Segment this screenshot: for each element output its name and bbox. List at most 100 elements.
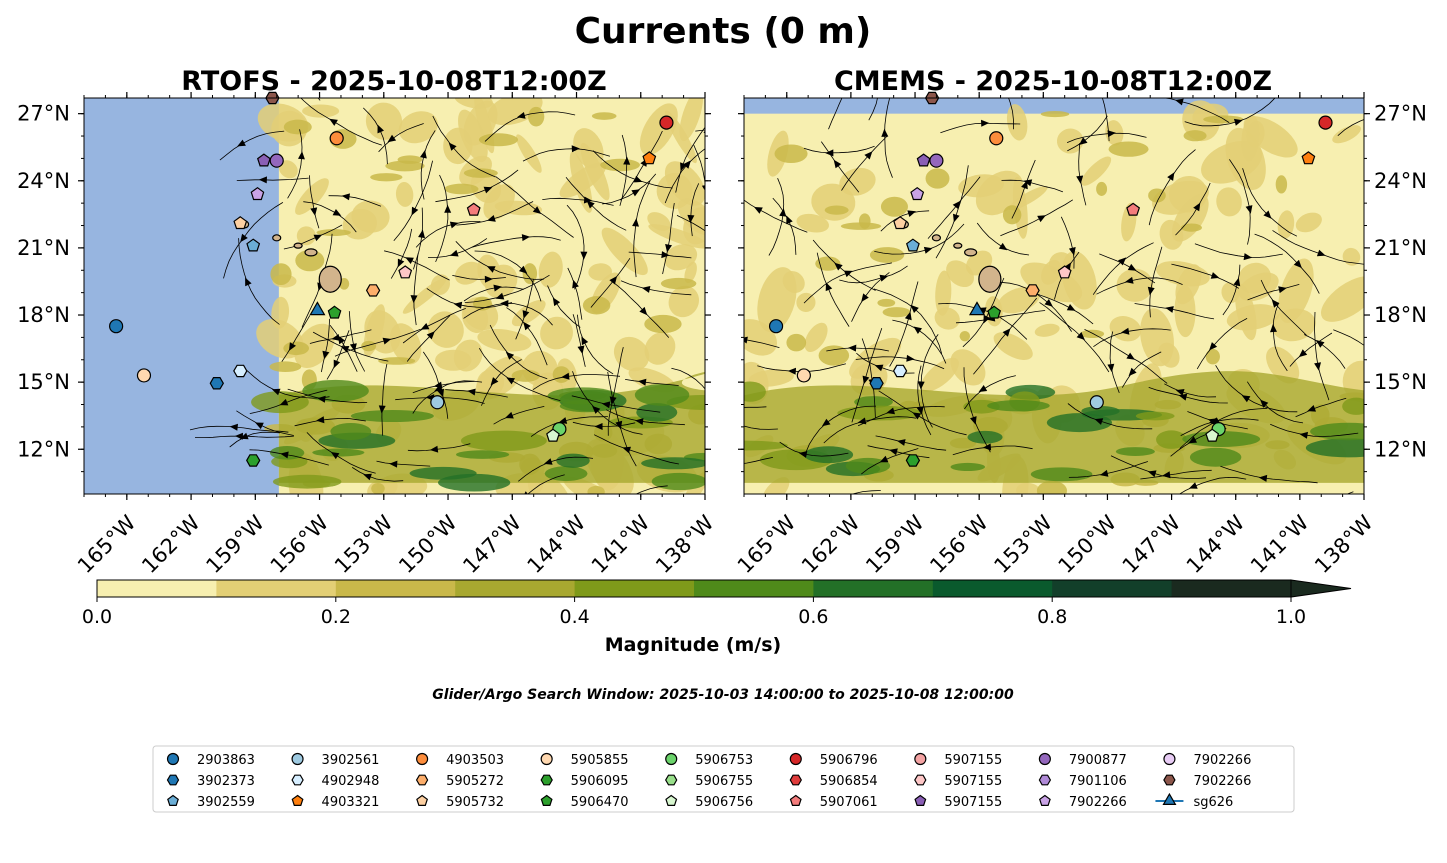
colorbar-segment (574, 580, 695, 597)
legend-marker (540, 794, 553, 807)
legend-marker (416, 794, 429, 807)
legend-marker (415, 774, 429, 786)
panel-rtofs: RTOFS - 2025-10-08T12:00Z 165°W162°W159°W… (17, 66, 719, 578)
legend-item: 7902266 (1163, 752, 1251, 768)
legend-label: 5906854 (820, 774, 878, 789)
panel-title: CMEMS - 2025-10-08T12:00Z (834, 66, 1272, 97)
marker-3902373 (209, 377, 224, 390)
streamlines (744, 98, 1364, 494)
x-tick-label: 165°W (73, 510, 141, 578)
marker-5905855 (796, 368, 811, 383)
marker-5905272 (365, 284, 381, 297)
marker-3902561 (430, 395, 445, 410)
y-tick-label: 15°N (17, 370, 70, 394)
x-tick-label: 162°W (797, 510, 865, 578)
x-tick-label: 156°W (925, 510, 993, 578)
legend-label: 5905855 (571, 753, 629, 768)
legend-label: 7902266 (1069, 795, 1127, 810)
legend-item: 5906755 (665, 774, 753, 789)
marker-5905732 (893, 216, 908, 230)
map-frame (743, 97, 1365, 495)
legend-item: 7901106 (1038, 774, 1127, 789)
y-ticks: 27°N 24°N 21°N 18°N 15°N 12°N (17, 102, 711, 473)
legend-item: 5907155 (914, 752, 1002, 768)
legend-item: 5905272 (415, 774, 504, 789)
legend-item: 5905855 (540, 752, 629, 768)
marker-7900877 (929, 153, 944, 168)
x-tick-label: 150°W (1054, 510, 1122, 578)
y-tick-label: 18°N (1374, 303, 1427, 327)
marker-4903503 (329, 131, 344, 146)
legend-label: 7900877 (1069, 753, 1127, 768)
legend-marker (665, 794, 678, 807)
colorbar-segment (216, 580, 337, 597)
legend: 2903863 3902373 3902559 3902561 4902948 49033… (152, 745, 1295, 813)
x-tick-label: 159°W (861, 510, 929, 578)
marker-5907155 (256, 153, 271, 167)
marker-2903863 (109, 319, 124, 334)
legend-label: 5906756 (695, 795, 753, 810)
colorbar-label: Magnitude (m/s) (605, 634, 782, 656)
legend-item: 4903321 (291, 794, 380, 810)
x-tick-label: 141°W (587, 510, 655, 578)
panel-title: RTOFS - 2025-10-08T12:00Z (181, 66, 607, 97)
legend-item: 5906854 (789, 774, 878, 789)
marker-5905732 (233, 216, 248, 230)
legend-item: 5905732 (416, 794, 504, 810)
legend-item: 7902266 (1038, 794, 1127, 810)
marker-5906470 (327, 305, 342, 319)
x-tick-label: 159°W (201, 510, 269, 578)
marker-4903321 (642, 151, 657, 165)
legend-marker (1163, 752, 1176, 766)
legend-label: 5907061 (820, 795, 878, 810)
legend-item: 7902266 (1163, 774, 1251, 789)
marker-5907061 (1126, 202, 1141, 216)
legend-marker (166, 752, 180, 766)
legend-label: 5906796 (820, 753, 878, 768)
y-tick-label: 21°N (17, 236, 70, 260)
colorbar-segment (932, 580, 1053, 597)
y-tick-label: 12°N (17, 437, 70, 461)
colorbar: 0.0 0.2 0.4 0.6 0.8 1.0 (82, 579, 1352, 628)
y-tick-label: 24°N (1374, 169, 1427, 193)
marker-5906796 (1318, 115, 1333, 130)
legend-label: 4903321 (322, 795, 380, 810)
legend-marker (416, 752, 429, 766)
marker-5906095 (246, 454, 261, 467)
legend-item: 5906470 (540, 794, 629, 810)
legend-marker (665, 752, 678, 766)
panel-cmems: CMEMS - 2025-10-08T12:00Z 165°W162°W159°W… (733, 66, 1427, 578)
y-ticks: 27°N 24°N 21°N 18°N 15°N 12°N (738, 102, 1427, 473)
legend-marker (1162, 792, 1177, 806)
marker-5905855 (136, 368, 152, 383)
legend-marker (540, 752, 553, 766)
y-tick-label: 18°N (17, 303, 70, 327)
legend-label: 4903503 (446, 753, 504, 768)
colorbar-segment (455, 580, 576, 597)
legend-item: 2903863 (166, 752, 255, 768)
x-tick-label: 138°W (651, 510, 719, 578)
x-tick-label: 150°W (394, 510, 462, 578)
legend-label: 3902559 (197, 795, 255, 810)
legend-item: 4902948 (291, 774, 380, 789)
legend-label: 5907155 (944, 774, 1002, 789)
x-tick-label: 162°W (137, 510, 205, 578)
y-tick-label: 21°N (1374, 236, 1427, 260)
marker-4902948 (233, 364, 248, 378)
marker-5907155 (1057, 265, 1072, 279)
marker-7902266 (250, 186, 265, 201)
x-tick-label: 144°W (523, 510, 591, 578)
legend-item: 4903503 (416, 752, 504, 768)
magnitude-field (251, 98, 705, 494)
colorbar-segment (813, 580, 934, 597)
legend-label: 5905732 (446, 795, 504, 810)
legend-label: 4902948 (322, 774, 380, 789)
legend-marker (166, 774, 180, 786)
marker-3902561 (1089, 395, 1104, 410)
x-tick-label: 156°W (266, 510, 334, 578)
legend-label: 3902373 (197, 774, 255, 789)
marker-sg626 (309, 301, 326, 316)
legend-marker (1038, 752, 1051, 766)
legend-marker (1163, 774, 1176, 786)
